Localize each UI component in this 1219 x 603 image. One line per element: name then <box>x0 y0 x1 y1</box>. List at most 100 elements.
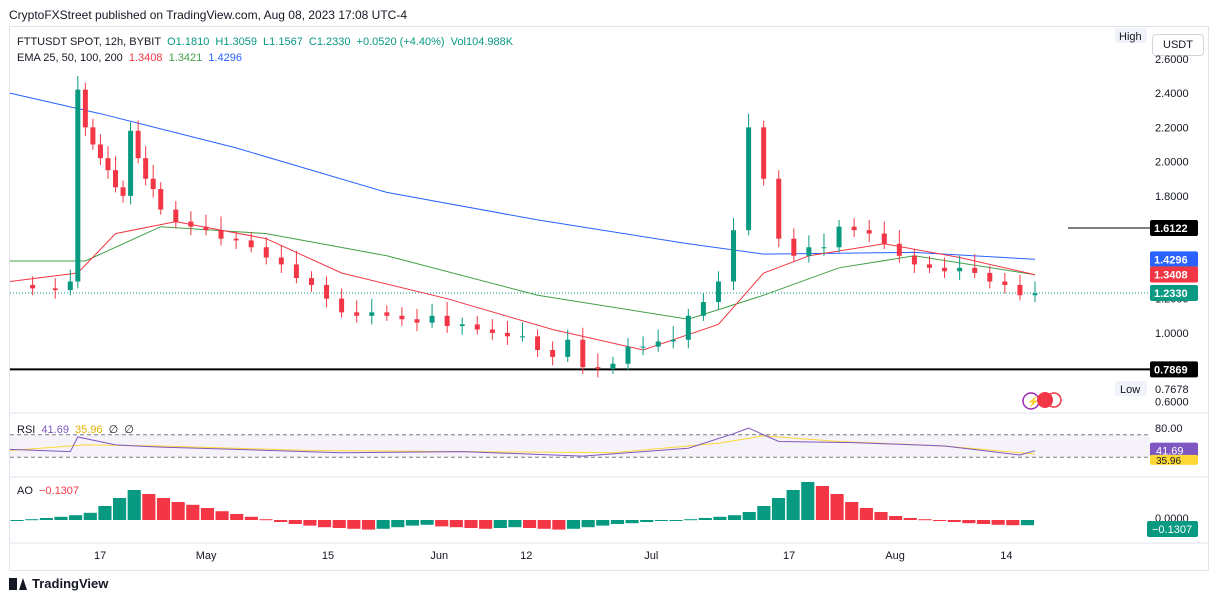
currency-button[interactable]: USDT <box>1152 34 1204 56</box>
candle <box>75 89 81 282</box>
candle <box>565 339 571 357</box>
ema100-value: 1.4296 <box>208 52 242 64</box>
candle <box>926 264 932 268</box>
candle <box>896 243 902 256</box>
high-label-bg <box>1115 28 1147 43</box>
price-tag <box>1150 220 1198 237</box>
ao-bar <box>830 494 844 520</box>
ao-tag-label: −0.1307 <box>1152 524 1192 536</box>
ao-bar <box>728 515 742 520</box>
candle <box>97 144 103 159</box>
ao-bar <box>845 502 859 520</box>
ao-bar <box>435 520 449 527</box>
candle <box>52 288 58 291</box>
ao-bar <box>215 511 229 520</box>
ao-bar <box>596 520 610 526</box>
symbol-name: FTTUSDT SPOT, 12h, BYBIT <box>17 36 162 48</box>
candle <box>821 247 827 249</box>
time-tick-label: Aug <box>885 550 905 562</box>
candle <box>339 298 345 313</box>
ao-bar <box>332 520 346 528</box>
ao-bar <box>113 498 127 520</box>
candle <box>158 189 164 210</box>
ao-bar <box>39 518 53 520</box>
candle <box>354 312 360 316</box>
ao-bar <box>405 520 419 526</box>
time-tick-label: 14 <box>1000 550 1012 562</box>
candle <box>143 158 149 179</box>
time-tick-label: 17 <box>94 550 106 562</box>
candle <box>263 247 269 258</box>
chart-frame <box>9 26 1209 571</box>
ao-bar <box>54 516 68 520</box>
rsi-legend: RSI 41.69 35.96 ∅ ∅ <box>17 423 137 436</box>
rsi-line <box>9 427 1036 457</box>
ao-bar <box>889 516 903 520</box>
price-tick-label: 0.6000 <box>1155 396 1189 408</box>
candle <box>429 315 435 323</box>
candle <box>806 247 812 256</box>
ema25-line <box>9 221 1036 351</box>
candle <box>489 329 495 333</box>
candle <box>120 187 126 196</box>
candle <box>369 312 375 316</box>
ao-bar <box>83 512 97 520</box>
candle <box>203 226 209 231</box>
rsi-tag-label: 41.69 <box>1156 446 1184 458</box>
ao-bar <box>684 519 698 521</box>
ao-bar <box>274 520 288 522</box>
ao-bar <box>391 520 405 528</box>
ao-bar <box>581 520 595 528</box>
price-tick-label: 2.6000 <box>1155 54 1189 66</box>
ohlc-close: C1.2330 <box>308 36 351 48</box>
ao-bar <box>523 520 537 528</box>
tradingview-logo[interactable]: TradingView <box>9 576 108 591</box>
price-tag <box>1150 285 1198 302</box>
ao-bar <box>610 520 624 524</box>
candle <box>655 341 661 347</box>
ema-label: EMA 25, 50, 100, 200 <box>17 52 123 64</box>
ao-bar <box>947 520 961 522</box>
candle <box>308 278 314 285</box>
candle <box>293 264 299 279</box>
low-value: 0.7678 <box>1155 384 1189 396</box>
candle <box>520 336 525 338</box>
candle <box>942 267 948 272</box>
ao-bar <box>303 520 317 526</box>
candle <box>580 339 586 368</box>
ao-bar <box>142 494 156 520</box>
ao-bar <box>361 520 376 530</box>
ao-bar <box>156 498 171 520</box>
ao-bar <box>742 512 756 520</box>
ema50-value: 1.3421 <box>168 52 203 64</box>
candle <box>30 284 36 289</box>
volume: Vol104.988K <box>450 36 514 48</box>
candle <box>866 230 872 234</box>
candle <box>218 230 224 239</box>
ao-bar <box>69 515 83 520</box>
candle <box>791 238 797 256</box>
ao-bar <box>1006 520 1020 526</box>
price-tag <box>1150 251 1198 268</box>
ao-bar <box>420 520 434 525</box>
candle <box>746 127 752 231</box>
candle <box>399 315 405 320</box>
price-tag <box>1150 361 1198 378</box>
us-flag-icon <box>1046 392 1062 408</box>
ao-value: −0.1307 <box>38 485 80 497</box>
candle <box>173 209 179 222</box>
ao-bar <box>230 514 244 520</box>
price-tag-label: 1.4296 <box>1154 254 1188 266</box>
candle <box>625 346 631 364</box>
ao-bar <box>918 519 932 521</box>
low-label-bg <box>1115 381 1147 396</box>
candle <box>444 315 450 327</box>
price-tag-label: 1.2330 <box>1154 288 1188 300</box>
low-label: Low <box>1120 384 1140 396</box>
ao-bar <box>991 520 1005 525</box>
ao-bar <box>493 520 507 528</box>
rsi-null-1: ∅ <box>108 424 119 436</box>
ema25-value: 1.3408 <box>128 52 163 64</box>
ao-bar <box>903 518 917 520</box>
ao-bar <box>625 520 639 524</box>
